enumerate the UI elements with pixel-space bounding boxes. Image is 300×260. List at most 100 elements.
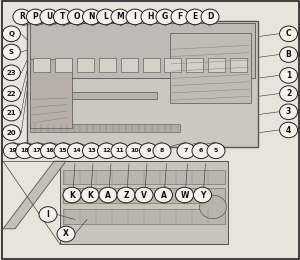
FancyBboxPatch shape (30, 124, 180, 132)
Circle shape (16, 143, 34, 159)
Circle shape (54, 143, 72, 159)
Text: V: V (141, 191, 147, 199)
Text: N: N (88, 12, 95, 21)
Circle shape (207, 143, 225, 159)
Circle shape (111, 143, 129, 159)
Circle shape (141, 9, 159, 25)
Text: D: D (207, 12, 213, 21)
Text: R: R (19, 12, 25, 21)
Circle shape (135, 187, 153, 203)
FancyBboxPatch shape (63, 170, 225, 185)
Text: K: K (87, 191, 93, 199)
Circle shape (2, 105, 20, 121)
Text: B: B (286, 50, 292, 59)
Text: 3: 3 (286, 107, 291, 116)
Circle shape (63, 187, 81, 203)
Circle shape (126, 9, 144, 25)
Text: W: W (180, 191, 189, 199)
Circle shape (82, 9, 100, 25)
Circle shape (194, 187, 211, 203)
Circle shape (39, 207, 57, 222)
Text: T: T (60, 12, 65, 21)
Text: M: M (116, 12, 124, 21)
Text: 10: 10 (131, 148, 139, 153)
Circle shape (53, 9, 71, 25)
Circle shape (68, 143, 85, 159)
Circle shape (68, 9, 85, 25)
FancyBboxPatch shape (60, 161, 228, 244)
Circle shape (280, 47, 298, 62)
Circle shape (140, 143, 158, 159)
Text: C: C (286, 29, 291, 38)
FancyBboxPatch shape (230, 58, 247, 72)
Text: 12: 12 (102, 148, 111, 153)
Text: 15: 15 (58, 148, 68, 153)
Text: I: I (46, 210, 50, 219)
Circle shape (98, 143, 116, 159)
Text: 11: 11 (116, 148, 124, 153)
Text: 14: 14 (72, 148, 81, 153)
Text: 1: 1 (286, 71, 291, 80)
Text: Z: Z (123, 191, 129, 199)
FancyBboxPatch shape (30, 59, 72, 128)
FancyBboxPatch shape (99, 58, 116, 72)
FancyBboxPatch shape (186, 58, 203, 72)
FancyBboxPatch shape (208, 58, 225, 72)
Text: 18: 18 (20, 148, 29, 153)
FancyBboxPatch shape (33, 58, 50, 72)
Text: E: E (192, 12, 198, 21)
Circle shape (280, 122, 298, 138)
Circle shape (280, 86, 298, 101)
Text: 7: 7 (184, 148, 188, 153)
Text: P: P (32, 12, 38, 21)
Circle shape (2, 125, 20, 140)
Circle shape (186, 9, 204, 25)
Text: 22: 22 (7, 90, 16, 97)
Circle shape (2, 26, 20, 42)
Text: L: L (103, 12, 108, 21)
Circle shape (97, 9, 115, 25)
Text: Y: Y (200, 191, 205, 199)
FancyBboxPatch shape (63, 188, 225, 203)
Text: S: S (9, 49, 14, 55)
FancyBboxPatch shape (27, 21, 258, 147)
Circle shape (111, 9, 129, 25)
Circle shape (2, 86, 20, 101)
Text: U: U (46, 12, 52, 21)
FancyBboxPatch shape (170, 34, 251, 103)
Circle shape (3, 143, 21, 159)
Circle shape (2, 65, 20, 81)
Text: I: I (134, 12, 136, 21)
Text: 13: 13 (87, 148, 96, 153)
Circle shape (13, 9, 31, 25)
Text: A: A (105, 191, 111, 199)
Text: 21: 21 (7, 110, 16, 116)
Circle shape (200, 195, 226, 219)
Circle shape (126, 143, 144, 159)
Circle shape (201, 9, 219, 25)
FancyBboxPatch shape (30, 93, 157, 99)
Circle shape (156, 9, 174, 25)
Circle shape (40, 143, 58, 159)
Text: 4: 4 (286, 126, 291, 134)
FancyBboxPatch shape (164, 58, 182, 72)
Text: 16: 16 (45, 148, 54, 153)
FancyBboxPatch shape (77, 58, 94, 72)
Circle shape (153, 143, 171, 159)
FancyBboxPatch shape (142, 58, 160, 72)
Circle shape (176, 187, 194, 203)
Text: 19: 19 (8, 148, 17, 153)
Text: 17: 17 (32, 148, 41, 153)
Circle shape (280, 26, 298, 42)
Circle shape (26, 9, 44, 25)
FancyBboxPatch shape (30, 23, 255, 77)
Circle shape (28, 143, 46, 159)
Text: 8: 8 (160, 148, 164, 153)
Text: 23: 23 (7, 70, 16, 76)
Text: H: H (147, 12, 153, 21)
Text: 5: 5 (214, 148, 218, 153)
FancyBboxPatch shape (63, 209, 225, 224)
Circle shape (177, 143, 195, 159)
Circle shape (280, 68, 298, 83)
Circle shape (171, 9, 189, 25)
